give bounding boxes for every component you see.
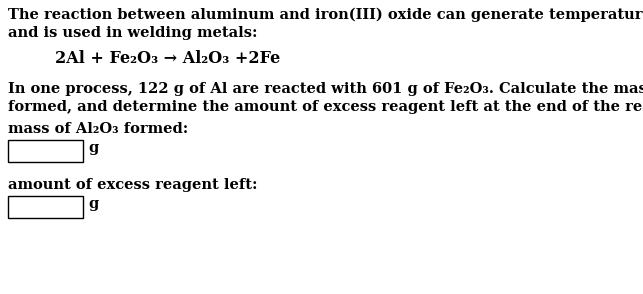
Text: mass of Al₂O₃ formed:: mass of Al₂O₃ formed: xyxy=(8,122,188,136)
Text: and is used in welding metals:: and is used in welding metals: xyxy=(8,26,257,40)
Text: In one process, 122 g of Al are reacted with 601 g of Fe₂O₃. Calculate the mass : In one process, 122 g of Al are reacted … xyxy=(8,82,643,96)
Text: g: g xyxy=(88,197,98,211)
Text: formed, and determine the amount of excess reagent left at the end of the reacti: formed, and determine the amount of exce… xyxy=(8,100,643,114)
Bar xyxy=(8,140,83,162)
Text: 2Al + Fe₂O₃ → Al₂O₃ +2Fe: 2Al + Fe₂O₃ → Al₂O₃ +2Fe xyxy=(55,50,280,67)
Text: g: g xyxy=(88,141,98,155)
Bar xyxy=(8,196,83,218)
Text: amount of excess reagent left:: amount of excess reagent left: xyxy=(8,178,257,192)
Text: The reaction between aluminum and iron(III) oxide can generate temperatures appr: The reaction between aluminum and iron(I… xyxy=(8,8,643,22)
